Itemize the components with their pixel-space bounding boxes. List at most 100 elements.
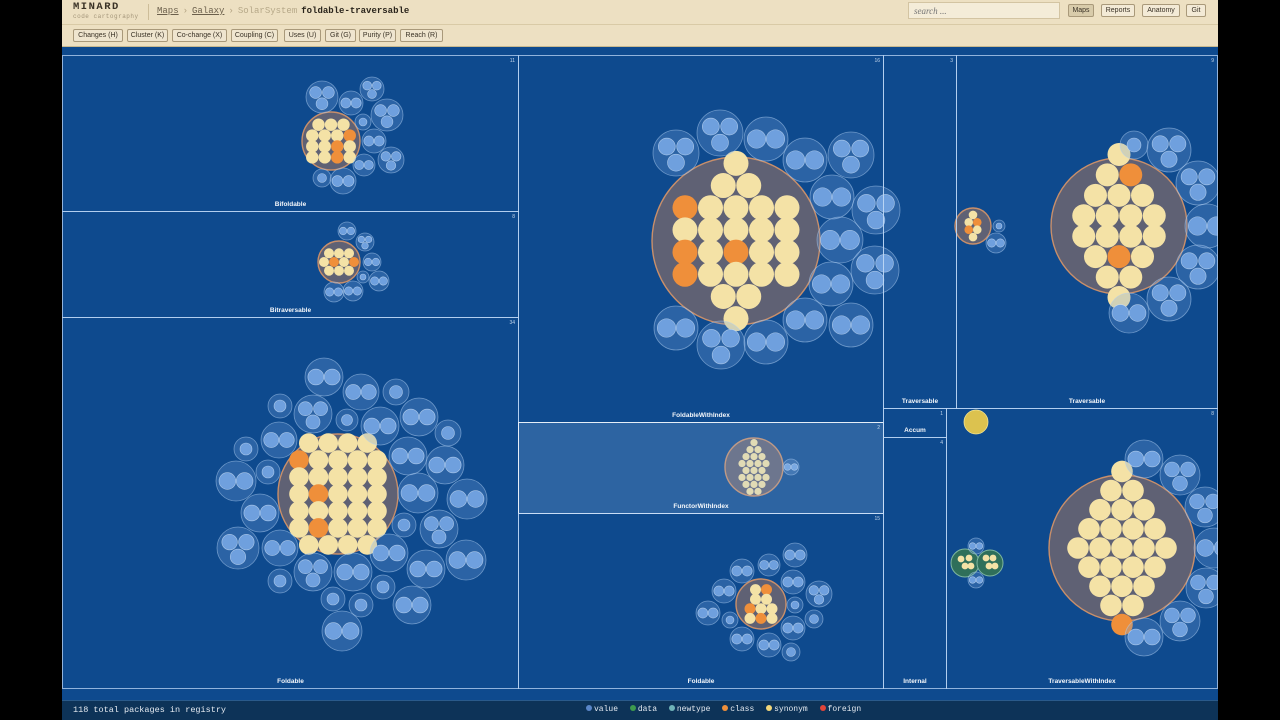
legend-item-value: value [586,705,618,714]
synonym-dot [758,480,766,488]
synonym-dot [1089,537,1111,559]
module-traversable[interactable]: 9 Traversable [956,55,1218,409]
reach-button[interactable]: Reach (R) [400,29,443,42]
module-foldable[interactable]: 34 Foldable [62,317,519,689]
module-traversable-with-index[interactable]: 8 TraversableWithIndex [946,408,1218,689]
module-dot [385,160,397,171]
synonym-dot [1122,479,1144,502]
class-dot [1107,245,1131,269]
synonym-dot [710,173,736,199]
module-dot [218,472,237,490]
synonym-dot [723,195,749,221]
synonym-dot [710,283,736,309]
module-dot [298,559,313,575]
module-accum[interactable]: 1 Accum [883,408,947,438]
synonym-dot [1111,460,1133,483]
synonym-dot [1133,575,1155,598]
module-dot [278,432,295,448]
synonym-dot [334,265,344,276]
legend-dot [629,705,636,711]
module-dot [723,585,735,597]
module-dot [1180,168,1198,186]
legend-item-foreign: foreign [819,705,861,714]
module-dot [1127,450,1145,468]
synonym-dot [750,480,758,488]
breadcrumb: Maps › Galaxy › SolarSystem foldable-traversa… [148,4,409,20]
synonym-dot [367,450,387,470]
purity-button[interactable]: Purity (P) [359,29,396,42]
co-change-button[interactable]: Co-change (X) [172,29,227,42]
breadcrumb-maps[interactable]: Maps [157,6,179,16]
synonym-dot [1089,498,1111,521]
module-bifoldable[interactable]: 11 Bifoldable [62,55,519,212]
module-dot [1196,539,1215,557]
nav-maps-button[interactable]: Maps [1068,4,1094,17]
search-input[interactable] [908,2,1060,19]
module-dot [1180,252,1198,270]
module-dot [229,548,247,565]
module-dot [975,576,984,584]
synonym-dot [1111,537,1133,559]
module-dot [323,368,341,386]
module-dot [449,490,468,508]
module-dot [411,596,429,614]
synonym-dot [1067,537,1089,559]
breadcrumb-galaxy[interactable]: Galaxy [192,6,225,16]
legend-dot [722,705,729,711]
module-dot [259,504,277,522]
synonym-dot [1107,286,1131,310]
module-label: Foldable [687,678,715,685]
module-dot [1206,216,1218,236]
module-count: 8 [1211,411,1214,417]
nav-reports-button[interactable]: Reports [1101,4,1135,17]
synonym-dot [1100,594,1122,617]
synonym-dot [742,466,750,475]
module-dot [657,137,676,156]
module-dot [407,447,425,465]
logo[interactable]: MINARD code cartography [73,2,139,21]
synonym-dot [754,446,762,454]
synonym-dot [328,467,348,487]
module-internal[interactable]: 4 Internal [883,437,947,689]
synonym-dot [367,501,387,521]
nav-git-button[interactable]: Git [1186,4,1206,17]
breadcrumb-solarsystem[interactable]: SolarSystem [237,6,298,16]
synonym-dot [324,118,338,131]
synonym-dot [736,283,762,309]
synonym-dot [1133,537,1155,559]
module-dot [1164,607,1180,624]
coupling-button[interactable]: Coupling (C) [231,29,278,42]
module-dot [221,534,238,551]
module-label: TraversableWithIndex [1048,678,1116,685]
synonym-dot [985,562,993,570]
git-overlay-button[interactable]: Git (G) [325,29,356,42]
module-dot [792,576,804,588]
module-dot [354,598,368,612]
nav-anatomy-button[interactable]: Anatomy [1142,4,1180,17]
module-dot [975,542,984,550]
synonym-dot [989,554,997,562]
synonym-dot [347,484,368,504]
module-foldable-mid[interactable]: 15 Foldable [518,513,884,689]
module-dot [790,463,799,471]
synonym-dot [964,218,974,227]
module-foldable-with-index[interactable]: 16 FoldableWithIndex [518,55,884,423]
module-label: Internal [903,678,927,685]
synonym-dot [972,225,982,234]
module-dot [765,332,786,352]
module-dot [656,318,677,338]
legend-label: synonym [774,705,808,714]
synonym-dot [347,501,368,521]
module-dot [239,442,253,456]
synonym-dot [324,248,334,259]
uses-button[interactable]: Uses (U) [284,29,321,42]
module-traversable-small[interactable]: 3 Traversable [883,55,957,409]
cluster-button[interactable]: Cluster (K) [127,29,168,42]
class-dot [329,257,339,267]
module-bitraversable[interactable]: 8 Bitraversable [62,211,519,318]
module-label: FoldableWithIndex [672,412,730,419]
changes-button[interactable]: Changes (H) [73,29,123,42]
module-dot [1198,252,1216,270]
synonym-dot [319,257,329,267]
module-functor-with-index[interactable]: 2 FunctorWithIndex [518,422,884,514]
